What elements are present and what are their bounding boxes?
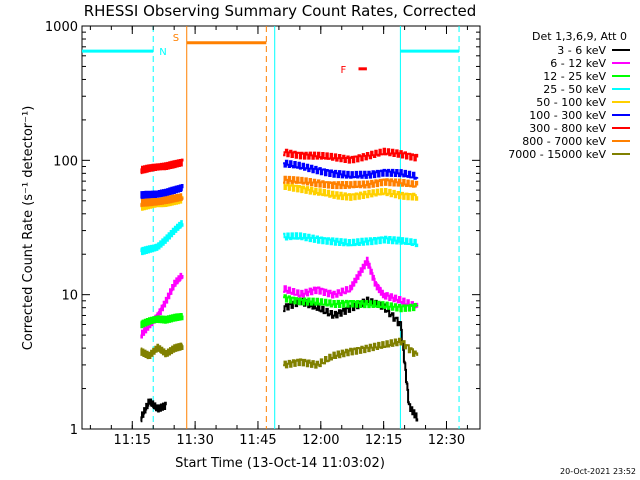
legend-title: Det 1,3,6,9, Att 0	[532, 30, 627, 43]
intervals-layer: NS F	[82, 26, 460, 429]
legend-entry-label: 100 - 300 keV	[529, 109, 606, 122]
series-line-6-seg-1	[283, 147, 419, 164]
x-tick-label: 12:15	[365, 433, 402, 448]
series-line-4-seg-1	[283, 181, 419, 201]
y-tick-label: 1000	[45, 20, 78, 35]
legend-entry-label: 3 - 6 keV	[557, 44, 606, 57]
chart-title: RHESSI Observing Summary Count Rates, Co…	[84, 2, 477, 20]
y-tick-label: 1	[70, 423, 78, 438]
x-tick-label: 12:30	[428, 433, 465, 448]
series-line-5-seg-1	[283, 159, 419, 180]
series-line-1-seg-1	[283, 256, 419, 310]
x-tick-label: 11:15	[114, 433, 151, 448]
interval-label-F: F	[341, 65, 347, 76]
series-line-8-seg-1	[283, 337, 419, 369]
footer-timestamp: 20-Oct-2021 23:52	[560, 467, 636, 476]
x-tick-label: 12:00	[302, 433, 339, 448]
series-line-3-seg-1	[283, 232, 419, 248]
series-line-3-seg-0	[140, 220, 184, 256]
x-axis-label: Start Time (13-Oct-14 11:03:02)	[175, 456, 385, 471]
legend-entry-label: 50 - 100 keV	[536, 96, 606, 109]
series-line-6-seg-0	[140, 158, 184, 175]
legend-entry-label: 7000 - 15000 keV	[508, 148, 606, 161]
x-tick-label: 11:30	[176, 433, 213, 448]
y-axis: 1 10 100 1000	[45, 20, 480, 438]
plot-frame	[81, 25, 481, 430]
series-line-7-seg-0	[140, 193, 184, 207]
y-axis-label: Corrected Count Rate (s⁻¹ detector⁻¹)	[21, 106, 36, 351]
legend-entry-label: 300 - 800 keV	[529, 122, 606, 135]
series-line-7-seg-1	[283, 175, 419, 190]
legend-entry-label: 12 - 25 keV	[543, 70, 606, 83]
legend-entry-label: 6 - 12 keV	[550, 57, 606, 70]
series-line-5-seg-0	[140, 184, 184, 200]
series-line-2-seg-1	[283, 294, 419, 313]
series-line-2-seg-0	[140, 313, 184, 329]
series-layer	[140, 147, 419, 423]
interval-label-N: N	[159, 47, 166, 58]
y-tick-label: 10	[61, 289, 78, 304]
x-tick-label: 11:45	[239, 433, 276, 448]
series-line-1-seg-0	[140, 272, 184, 339]
x-axis: 11:15 11:30 11:45 12:00 12:15 12:30	[89, 26, 468, 448]
legend-entry-label: 800 - 7000 keV	[522, 135, 606, 148]
legend-entry-label: 25 - 50 keV	[543, 83, 606, 96]
y-tick-label: 100	[53, 154, 78, 169]
interval-label-S: S	[173, 33, 179, 44]
series-line-8-seg-0	[140, 342, 184, 360]
series-line-0-seg-0	[140, 398, 167, 423]
